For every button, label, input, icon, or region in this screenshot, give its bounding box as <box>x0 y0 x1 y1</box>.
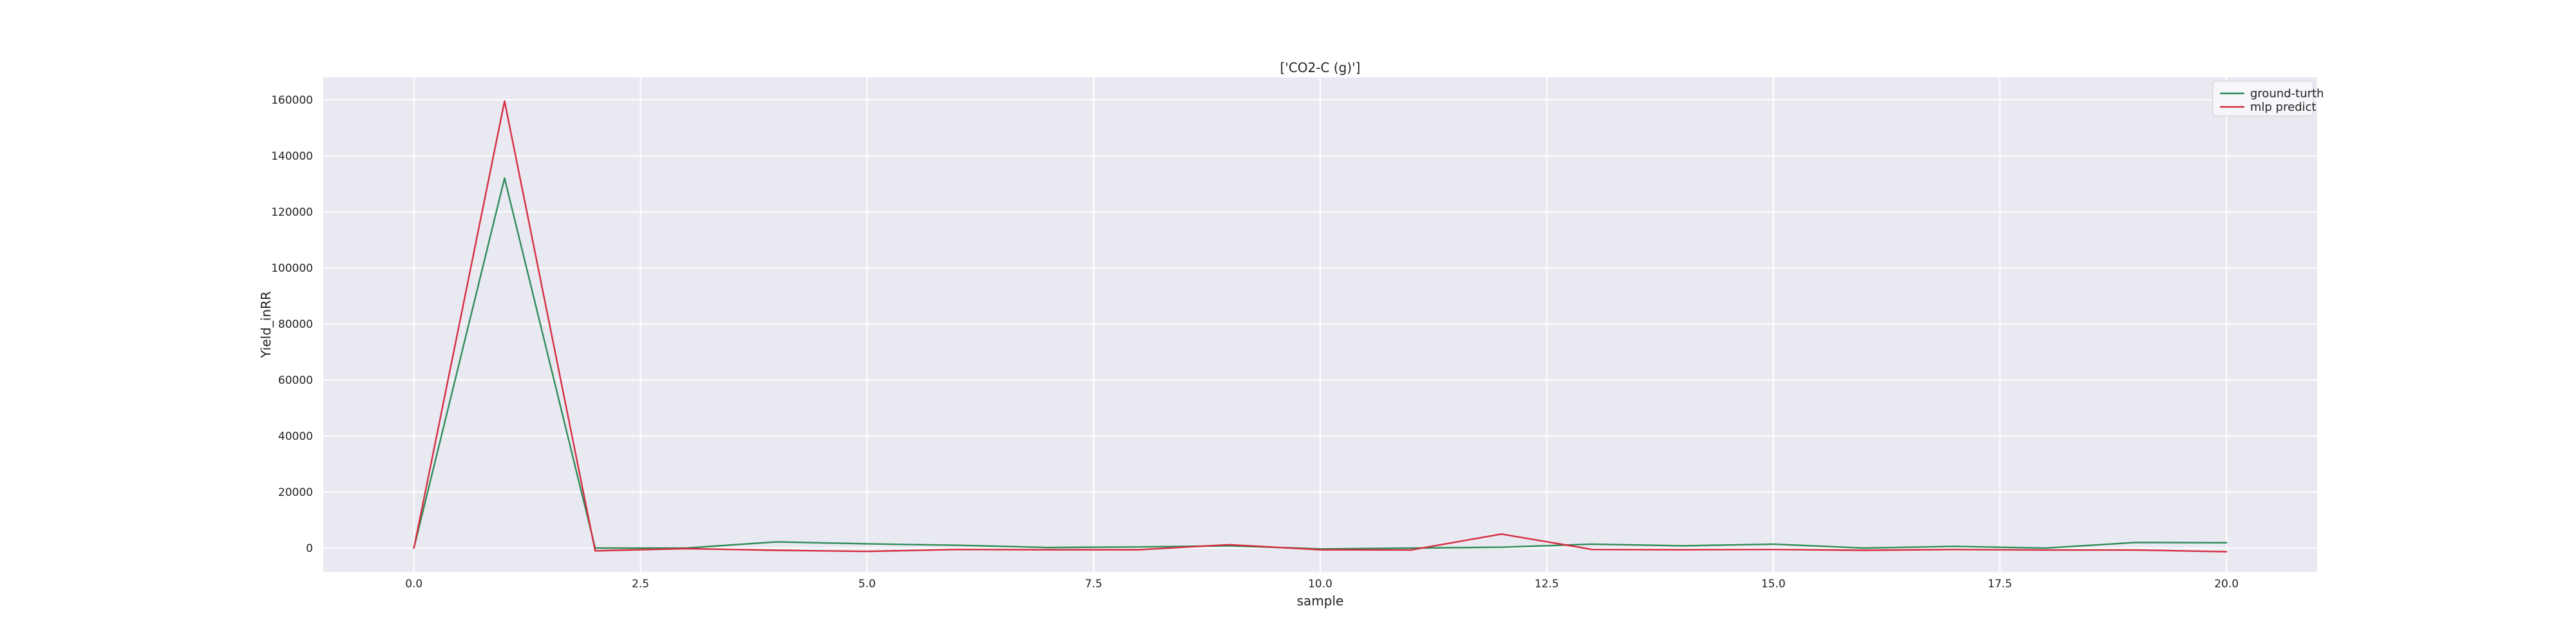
y-tick-label: 80000 <box>278 318 313 331</box>
legend-label-mlp-predict: mlp predict <box>2250 100 2316 114</box>
y-tick-label: 0 <box>306 542 313 555</box>
x-tick-label: 7.5 <box>1085 578 1103 591</box>
x-tick-label: 5.0 <box>858 578 876 591</box>
y-tick-label: 120000 <box>271 206 313 219</box>
x-tick-label: 2.5 <box>632 578 649 591</box>
chart-title: ['CO2-C (g)'] <box>1280 60 1361 75</box>
grid-lines <box>323 77 2317 572</box>
y-tick-label: 20000 <box>278 486 313 499</box>
x-tick-label: 0.0 <box>405 578 422 591</box>
x-tick-label: 10.0 <box>1308 578 1332 591</box>
y-tick-label: 100000 <box>271 262 313 275</box>
x-tick-label: 20.0 <box>2214 578 2239 591</box>
tick-labels: 0.0 2.5 5.0 7.5 10.0 12.5 15.0 17.5 20.0 0 20000 40… <box>271 94 2239 591</box>
y-tick-label: 160000 <box>271 94 313 107</box>
x-tick-label: 15.0 <box>1761 578 1786 591</box>
mlp-predict-series-line <box>413 100 2228 553</box>
y-tick-label: 60000 <box>278 374 313 387</box>
x-tick-label: 12.5 <box>1535 578 1559 591</box>
y-tick-label: 140000 <box>271 150 313 163</box>
x-axis-label: sample <box>1297 593 1344 609</box>
x-tick-label: 17.5 <box>1988 578 2012 591</box>
y-tick-label: 40000 <box>278 430 313 443</box>
legend-label-ground-turth: ground-turth <box>2250 87 2324 100</box>
legend: ground-turth mlp predict <box>2212 80 2324 117</box>
series-lines <box>413 100 2228 553</box>
ground-turth-series-line <box>413 177 2228 550</box>
y-axis-label: Yield_inRR <box>258 291 274 359</box>
